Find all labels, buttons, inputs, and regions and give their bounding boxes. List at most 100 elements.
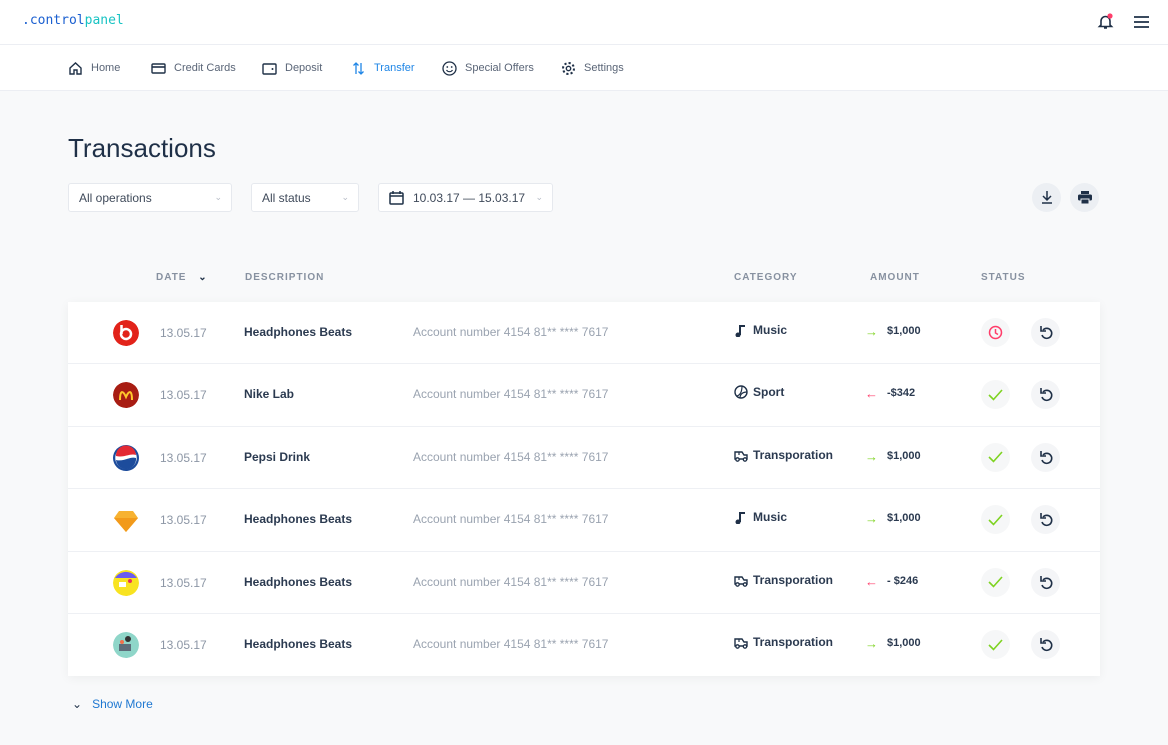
category-label: Transporation [753,447,834,462]
row-amount: - $246 [887,574,919,587]
row-date: 13.05.17 [160,638,207,652]
nav-item-special-offers[interactable]: Special Offers [442,45,534,91]
download-icon [1041,191,1052,204]
sort-chevron-icon[interactable]: ⌄ [198,272,208,283]
undo-icon [1039,388,1052,402]
brand-logo-beats [113,320,139,346]
nav-item-home[interactable]: Home [68,45,120,91]
chevron-down-icon: ⌄ [72,697,83,711]
top-bar: .controlpanel [0,0,1168,45]
undo-button[interactable] [1031,318,1060,347]
logo-text: .control [22,13,85,28]
table-row[interactable]: 13.05.17 Headphones Beats Account number… [68,489,1100,552]
transactions-table: 13.05.17 Headphones Beats Account number… [68,302,1100,676]
row-description: Headphones Beats [244,574,353,589]
table-row[interactable]: 13.05.17 Headphones Beats Account number… [68,302,1100,365]
row-date: 13.05.17 [160,450,207,465]
status-done [981,380,1010,410]
brand-logo-mcdonalds [113,382,139,409]
status-value: All status [262,190,311,205]
status-pending [981,318,1010,347]
print-button[interactable] [1070,183,1099,212]
row-date: 13.05.17 [160,326,207,340]
nav-label: Settings [584,62,624,74]
nav-item-credit-cards[interactable]: Credit Cards [151,45,236,91]
row-account: Account number 4154 81** **** 7617 [413,325,609,339]
undo-button[interactable] [1031,380,1060,410]
table-row[interactable]: 13.05.17 Nike Lab Account number 4154 81… [68,364,1100,427]
undo-button[interactable] [1031,442,1060,472]
row-account: Account number 4154 81** **** 7617 [413,574,609,589]
row-account: Account number 4154 81** **** 7617 [413,449,609,464]
chevron-down-icon: ⌄ [341,192,349,202]
row-description: Nike Lab [244,387,295,402]
notification-bell-icon[interactable] [1097,13,1114,35]
category-label: Transporation [753,635,834,649]
show-more-label: Show More [92,697,153,711]
operations-select[interactable]: All operations ⌄ [68,183,232,212]
row-category: Transporation [734,573,833,587]
operations-value: All operations [79,190,152,205]
date-range-value: 10.03.17 — 15.03.17 [413,190,526,205]
row-description: Headphones Beats [244,325,353,339]
arrow-right-icon: → [865,448,878,464]
table-row[interactable]: 13.05.17 Headphones Beats Account number… [68,552,1100,614]
header-date-label: DATE [156,272,187,283]
header-date[interactable]: DATE ⌄ [156,272,208,283]
table-row[interactable]: 13.05.17 Headphones Beats Account number… [68,614,1100,676]
row-date: 13.05.17 [160,513,207,528]
nav-item-transfer[interactable]: Transfer [351,45,415,91]
hamburger-menu-icon[interactable] [1134,15,1149,34]
brand-logo-pepsi [113,444,139,471]
credit-card-icon [151,62,166,74]
wallet-icon [262,62,277,75]
music-icon [735,325,745,337]
logo-text-accent: panel [84,13,124,28]
nav-item-deposit[interactable]: Deposit [262,45,322,91]
undo-button[interactable] [1031,505,1060,535]
row-amount: -$342 [887,387,916,400]
header-category: CATEGORY [734,272,798,283]
check-icon [988,451,1003,463]
date-range-select[interactable]: 10.03.17 — 15.03.17 ⌄ [378,183,553,212]
nav-label: Home [91,62,121,74]
undo-button[interactable] [1031,630,1060,659]
status-done [981,630,1010,659]
clock-icon [988,325,1003,340]
arrow-right-icon: → [865,636,878,651]
undo-icon [1039,513,1052,527]
status-done [981,505,1010,535]
row-category: Music [734,323,787,337]
car-icon [734,451,748,462]
brand-logo-sketch [114,511,138,533]
row-description: Pepsi Drink [244,449,311,464]
category-label: Transporation [753,572,834,587]
home-icon [69,61,82,75]
undo-icon [1039,575,1052,589]
chevron-down-icon: ⌄ [535,192,543,202]
undo-icon [1039,450,1052,464]
header-status: STATUS [981,272,1026,283]
header-description: DESCRIPTION [245,272,325,283]
logo[interactable]: .controlpanel [22,13,124,28]
table-row[interactable]: 13.05.17 Pepsi Drink Account number 4154… [68,427,1100,490]
status-select[interactable]: All status ⌄ [251,183,359,212]
brand-logo-box [113,569,139,596]
arrow-left-icon: ← [865,386,878,402]
arrow-left-icon: ← [865,573,878,589]
check-icon [988,389,1003,401]
show-more-button[interactable]: ⌄ Show More [72,697,153,711]
category-label: Music [753,323,788,337]
nav-label: Transfer [374,62,415,74]
nav-label: Special Offers [465,62,534,74]
download-button[interactable] [1032,183,1061,212]
arrow-right-icon: → [865,511,878,527]
row-category: Transporation [734,635,833,649]
undo-button[interactable] [1031,567,1060,597]
undo-icon [1039,326,1052,340]
main-nav: Home Credit Cards Deposit Transfer Special O… [0,45,1168,91]
row-amount: $1,000 [887,449,921,462]
nav-item-settings[interactable]: Settings [561,45,624,91]
row-category: Sport [734,385,784,399]
print-icon [1077,191,1092,204]
